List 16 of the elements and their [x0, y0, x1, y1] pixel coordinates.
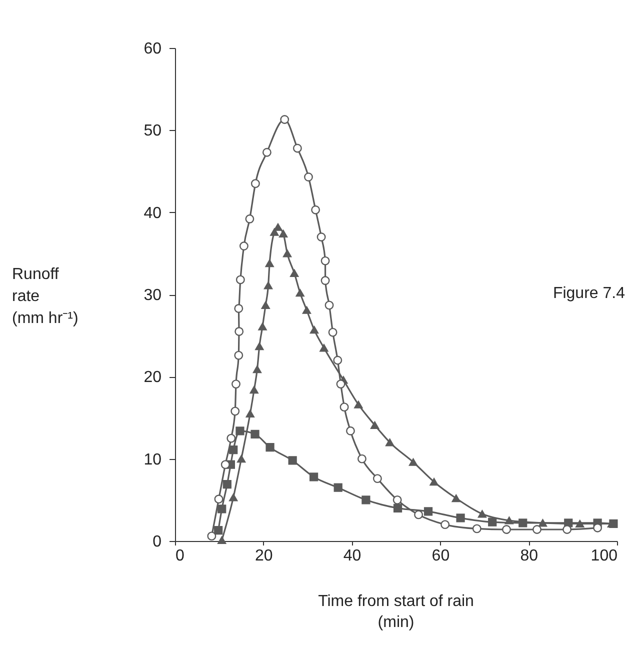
x-tick-label: 60 — [432, 548, 450, 564]
y-tick-label: 30 — [144, 287, 162, 304]
x-tick-label: 0 — [176, 548, 184, 564]
x-tick-label: 100 — [590, 548, 618, 564]
y-tick-label: 60 — [144, 40, 162, 58]
y-tick-label: 10 — [144, 451, 162, 468]
y-tick-label: 50 — [144, 122, 162, 140]
x-tick-label: 80 — [520, 548, 538, 564]
annotation: Figure 7.4 — [552, 285, 626, 302]
y-tick-label: 0 — [152, 534, 162, 550]
x-tick-label: 40 — [343, 548, 362, 564]
x-tick-label: 20 — [255, 548, 273, 564]
y-tick-label: 20 — [144, 369, 162, 386]
x-axis-title: Time from start of rain (min) — [318, 593, 474, 631]
y-tick-label: 40 — [144, 204, 162, 222]
y-axis-title: Runoff rate (mm hr⁻¹) — [12, 266, 78, 327]
